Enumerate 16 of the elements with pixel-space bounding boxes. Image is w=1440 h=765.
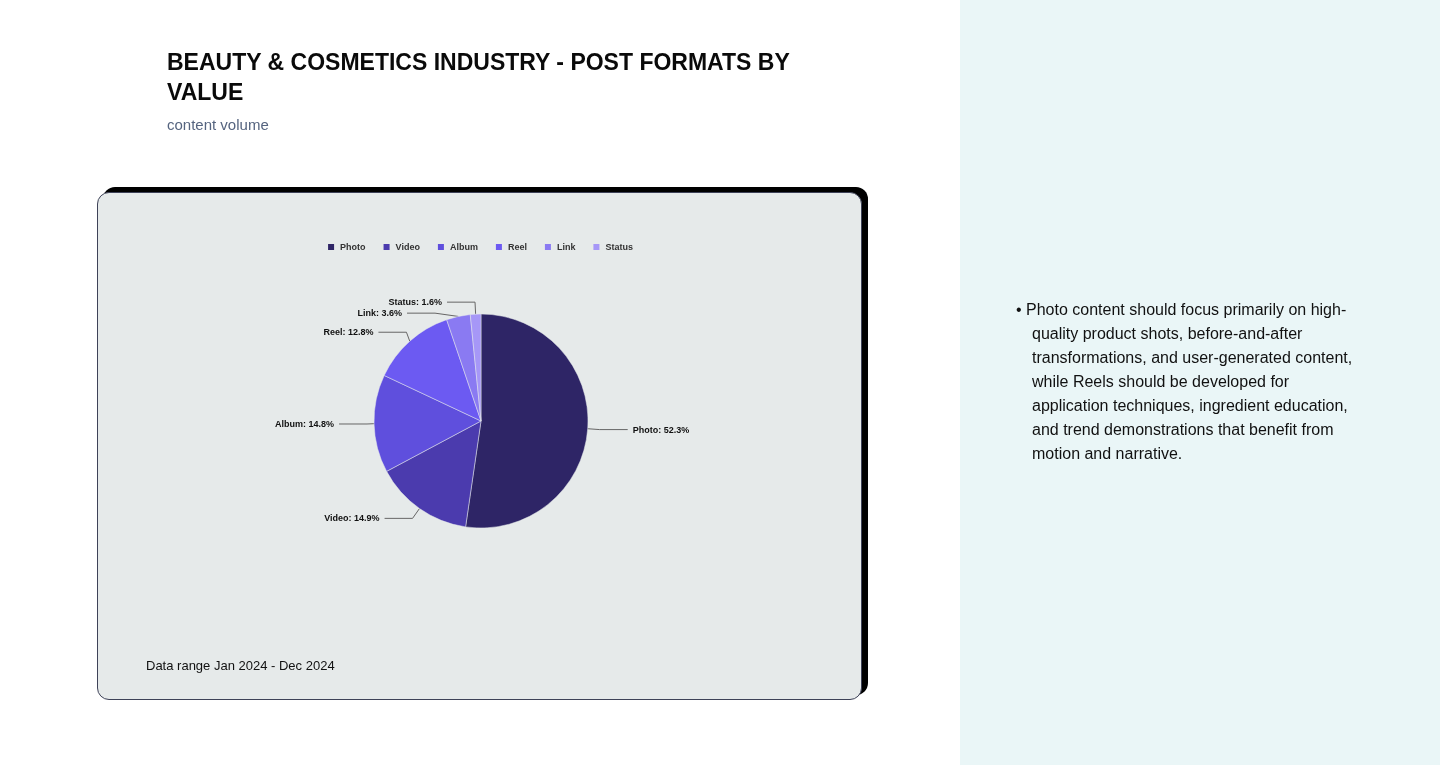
- legend-label: Album: [449, 242, 478, 252]
- legend-label: Photo: [340, 242, 367, 252]
- data-label: Status: 1.6%: [388, 297, 443, 308]
- chart-subtitle: content volume: [167, 116, 269, 133]
- data-label: Reel: 12.8%: [323, 327, 374, 338]
- legend-label: Status: [605, 242, 633, 252]
- legend-label: Video: [395, 242, 421, 252]
- legend-label: Link: [556, 242, 577, 252]
- data-label: Photo: 52.3%: [632, 424, 690, 435]
- data-label: Link: 3.6%: [357, 308, 403, 319]
- legend-label: Reel: [507, 242, 527, 252]
- data-label: Album: 14.8%: [275, 418, 335, 429]
- data-label: Video: 14.9%: [324, 513, 380, 524]
- chart-title: BEAUTY & COSMETICS INDUSTRY - POST FORMATS BY VALUE: [167, 48, 791, 107]
- text: • Photo content should focus primarily on high-quality product shots, before-and-after transformations, and user-generated content, while Reels should be developed for application techniques, ingredient education, and trend demonstrations that benefit from motion and narrative.: [1016, 300, 1354, 464]
- text: Data range Jan 2024 - Dec 2024: [146, 658, 335, 673]
